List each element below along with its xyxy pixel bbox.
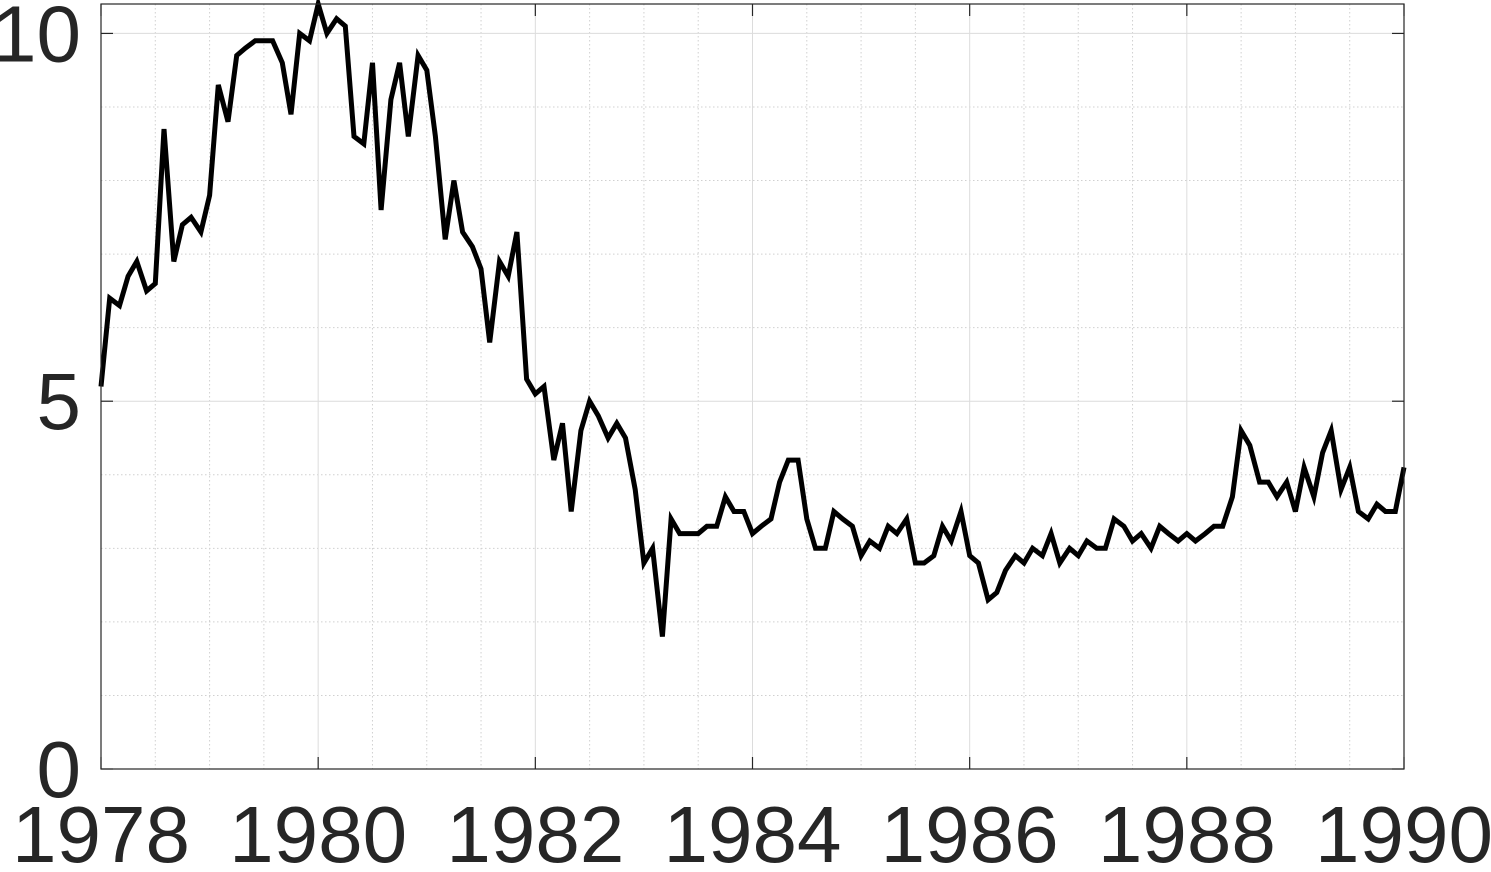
x-tick-label: 1980 <box>229 790 407 867</box>
x-tick-label: 1986 <box>881 790 1059 867</box>
plot-frame <box>100 3 1405 770</box>
grid <box>100 4 1405 770</box>
x-tick-label: 1984 <box>664 790 842 867</box>
y-tick-label: 0 <box>37 725 82 814</box>
y-tick-label: 10 <box>0 0 81 78</box>
x-tick-label: 1990 <box>1315 790 1491 867</box>
y-tick-label: 5 <box>37 357 82 446</box>
x-tick-label: 1982 <box>446 790 624 867</box>
x-tick-label: 1988 <box>1098 790 1276 867</box>
x-tick-label: 1978 <box>12 790 190 867</box>
